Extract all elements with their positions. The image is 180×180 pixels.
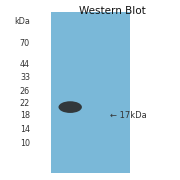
- Text: 33: 33: [20, 73, 30, 82]
- Text: 18: 18: [20, 111, 30, 120]
- Text: 10: 10: [20, 140, 30, 148]
- Text: 26: 26: [20, 87, 30, 96]
- Text: 22: 22: [20, 98, 30, 107]
- Text: 70: 70: [20, 39, 30, 48]
- Text: 14: 14: [20, 125, 30, 134]
- Text: 44: 44: [20, 60, 30, 69]
- Text: Western Blot: Western Blot: [79, 6, 145, 16]
- Bar: [51, 12, 130, 173]
- Text: ← 17kDa: ← 17kDa: [110, 111, 147, 120]
- Ellipse shape: [58, 101, 82, 113]
- Text: kDa: kDa: [14, 17, 30, 26]
